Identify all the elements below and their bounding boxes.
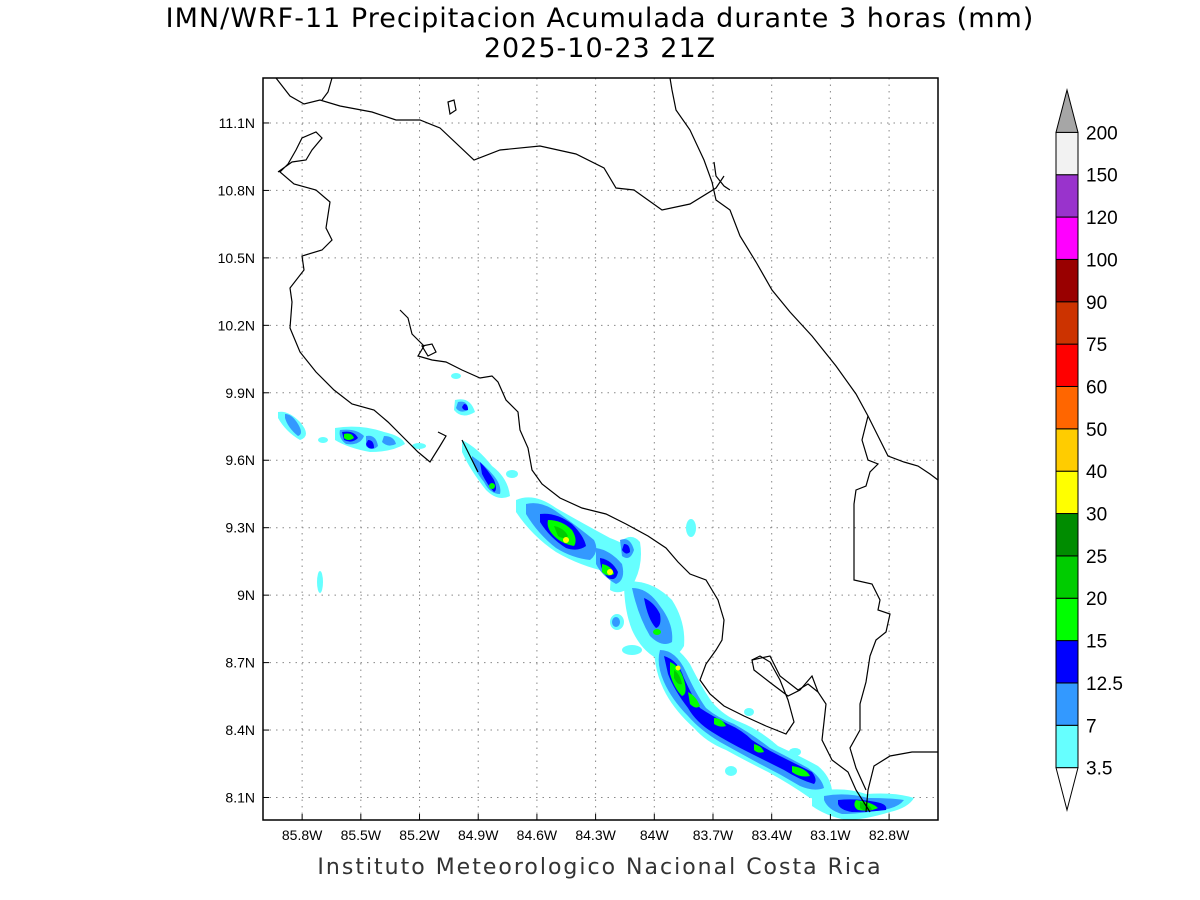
colorbar-swatch [1055,555,1079,599]
y-tick-label: 9.9N [225,385,255,401]
colorbar-label: 20 [1086,589,1107,610]
colorbar-label: 3.5 [1086,759,1112,780]
colorbar-label: 12.5 [1086,674,1123,695]
colorbar-swatch [1055,682,1079,726]
y-tick-label: 9N [237,587,255,603]
map-title: IMN/WRF-11 Precipitacion Acumulada duran… [165,3,1035,34]
x-axis-ticks: 85.8W 85.5W 85.2W 84.9W 84.6W 84.3W 84W 83.7W 83… [282,814,910,843]
coastline-and-borders [275,78,938,813]
colorbar-swatch [1055,216,1079,260]
plot-frame [262,77,939,821]
colorbar-label: 90 [1086,293,1107,314]
y-tick-label: 10.2N [218,317,255,333]
colorbar-above-triangle [1055,88,1079,133]
colorbar-swatch [1055,470,1079,515]
colorbar-swatch [1055,174,1079,218]
x-tick-label: 84.6W [517,827,558,843]
colorbar-label: 100 [1086,250,1118,271]
colorbar-label: 60 [1086,377,1107,398]
x-tick-label: 85.2W [399,827,440,843]
colorbar-swatch [1055,131,1079,176]
x-tick-label: 84.3W [575,827,616,843]
colorbar-swatch [1055,724,1079,769]
precipitation-layer [278,373,914,820]
x-tick-label: 85.5W [341,827,382,843]
y-tick-label: 10.8N [218,182,255,198]
colorbar-swatch [1055,258,1079,303]
colorbar-swatch [1055,343,1079,387]
colorbar-swatch [1055,640,1079,684]
x-tick-label: 84.9W [458,827,499,843]
colorbar-below-triangle [1055,767,1079,812]
colorbar-swatch [1055,597,1079,642]
colorbar-label: 200 [1086,123,1118,144]
colorbar-label: 7 [1086,716,1097,737]
map-grid [263,78,938,820]
footer-credit: Instituto Meteorologico Nacional Costa R… [317,855,883,880]
x-tick-label: 84W [640,827,670,843]
colorbar-swatch [1055,301,1079,345]
colorbar-label: 30 [1086,505,1107,526]
x-tick-label: 83.4W [751,827,792,843]
colorbar-label: 150 [1086,166,1118,187]
y-tick-label: 8.1N [225,790,255,806]
colorbar-label: 15 [1086,632,1107,653]
precip-30-band [563,537,681,671]
colorbar-label: 25 [1086,547,1107,568]
colorbar-label: 120 [1086,208,1118,229]
y-tick-label: 10.5N [218,250,255,266]
x-tick-label: 83.7W [693,827,734,843]
y-tick-label: 11.1N [219,115,255,131]
y-tick-label: 8.4N [225,722,255,738]
x-tick-label: 82.8W [869,827,910,843]
y-tick-label: 9.3N [225,520,255,536]
y-tick-label: 8.7N [225,655,255,671]
colorbar-legend: 3.5 7 12.5 15 20 25 30 40 50 60 75 90 100 120 150 200 [1055,88,1123,812]
map-subtitle-date: 2025-10-23 21Z [483,33,717,64]
colorbar-swatch [1055,513,1079,557]
colorbar-swatch [1055,428,1079,472]
colorbar-label: 40 [1086,462,1107,483]
x-tick-label: 85.8W [282,827,323,843]
y-tick-label: 9.6N [225,452,255,468]
colorbar-swatch [1055,385,1079,430]
colorbar-label: 75 [1086,335,1107,356]
colorbar-label: 50 [1086,420,1107,441]
x-tick-label: 83.1W [810,827,851,843]
y-axis-ticks: 8.1N 8.4N 8.7N 9N 9.3N 9.6N 9.9N 10.2N 10.5N 10.8… [218,115,269,806]
